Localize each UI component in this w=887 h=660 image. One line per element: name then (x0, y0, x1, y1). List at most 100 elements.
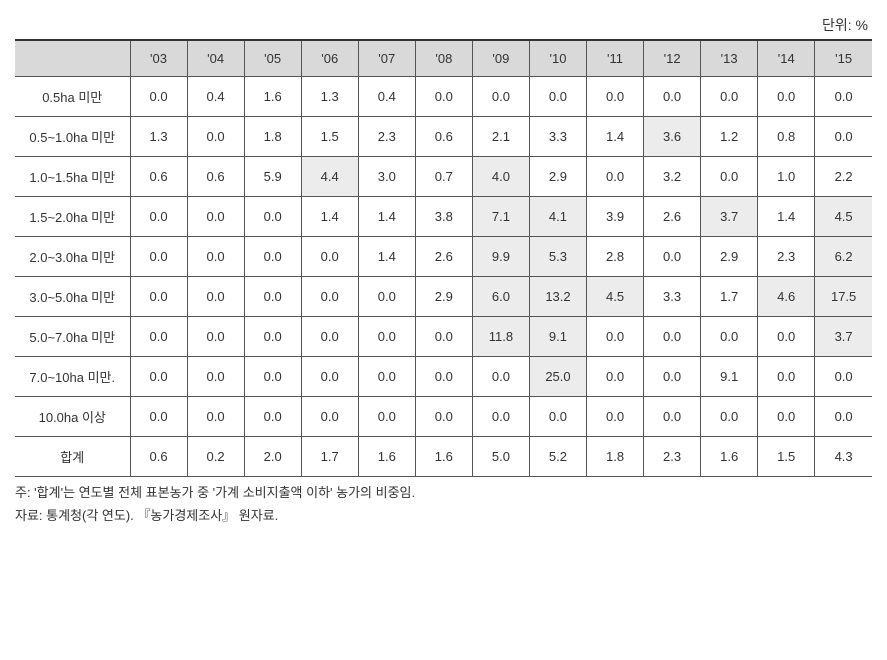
cell: 0.6 (187, 157, 244, 197)
table-row: 1.0~1.5ha 미만0.60.65.94.43.00.74.02.90.03… (15, 157, 872, 197)
cell: 3.6 (644, 117, 701, 157)
cell: 0.0 (815, 397, 872, 437)
cell: 0.4 (187, 77, 244, 117)
cell: 2.2 (815, 157, 872, 197)
cell: 1.4 (358, 237, 415, 277)
cell: 0.0 (244, 277, 301, 317)
cell: 0.0 (130, 237, 187, 277)
cell: 0.0 (187, 197, 244, 237)
cell: 0.0 (187, 117, 244, 157)
header-col-07: '07 (358, 40, 415, 77)
cell: 0.0 (187, 277, 244, 317)
cell: 1.2 (701, 117, 758, 157)
cell: 25.0 (529, 357, 586, 397)
cell: 0.0 (472, 397, 529, 437)
cell: 0.0 (301, 317, 358, 357)
cell: 0.0 (758, 317, 815, 357)
row-label: 1.5~2.0ha 미만 (15, 197, 130, 237)
cell: 9.1 (701, 357, 758, 397)
cell: 3.3 (644, 277, 701, 317)
header-col-06: '06 (301, 40, 358, 77)
cell: 0.0 (415, 397, 472, 437)
cell: 1.6 (358, 437, 415, 477)
cell: 1.8 (244, 117, 301, 157)
cell: 0.0 (244, 357, 301, 397)
cell: 0.0 (130, 397, 187, 437)
cell: 3.0 (358, 157, 415, 197)
header-col-13: '13 (701, 40, 758, 77)
cell: 0.2 (187, 437, 244, 477)
cell: 0.0 (130, 197, 187, 237)
cell: 5.9 (244, 157, 301, 197)
cell: 6.0 (472, 277, 529, 317)
table-row: 0.5ha 미만0.00.41.61.30.40.00.00.00.00.00.… (15, 77, 872, 117)
cell: 0.0 (587, 397, 644, 437)
cell: 0.0 (815, 357, 872, 397)
table-row: 5.0~7.0ha 미만0.00.00.00.00.00.011.89.10.0… (15, 317, 872, 357)
cell: 3.8 (415, 197, 472, 237)
header-col-08: '08 (415, 40, 472, 77)
cell: 3.3 (529, 117, 586, 157)
cell: 2.9 (701, 237, 758, 277)
header-row: '03 '04 '05 '06 '07 '08 '09 '10 '11 '12 … (15, 40, 872, 77)
cell: 2.8 (587, 237, 644, 277)
cell: 3.7 (815, 317, 872, 357)
cell: 1.6 (701, 437, 758, 477)
header-col-05: '05 (244, 40, 301, 77)
header-col-15: '15 (815, 40, 872, 77)
cell: 0.0 (415, 317, 472, 357)
cell: 0.6 (415, 117, 472, 157)
cell: 1.5 (301, 117, 358, 157)
cell: 2.1 (472, 117, 529, 157)
cell: 1.7 (701, 277, 758, 317)
cell: 7.1 (472, 197, 529, 237)
table-row: 10.0ha 이상0.00.00.00.00.00.00.00.00.00.00… (15, 397, 872, 437)
header-col-14: '14 (758, 40, 815, 77)
table-row: 1.5~2.0ha 미만0.00.00.01.41.43.87.14.13.92… (15, 197, 872, 237)
cell: 0.0 (644, 237, 701, 277)
unit-label: 단위: % (15, 15, 872, 35)
cell: 0.0 (472, 77, 529, 117)
cell: 0.0 (358, 277, 415, 317)
cell: 0.0 (415, 357, 472, 397)
cell: 5.2 (529, 437, 586, 477)
cell: 0.0 (701, 77, 758, 117)
cell: 0.0 (472, 357, 529, 397)
cell: 1.4 (587, 117, 644, 157)
cell: 1.3 (301, 77, 358, 117)
cell: 0.0 (587, 357, 644, 397)
cell: 0.0 (187, 237, 244, 277)
cell: 0.6 (130, 437, 187, 477)
cell: 6.2 (815, 237, 872, 277)
cell: 4.5 (815, 197, 872, 237)
header-col-09: '09 (472, 40, 529, 77)
cell: 0.0 (301, 277, 358, 317)
cell: 0.0 (758, 397, 815, 437)
cell: 1.0 (758, 157, 815, 197)
cell: 4.6 (758, 277, 815, 317)
cell: 0.0 (587, 77, 644, 117)
cell: 2.9 (415, 277, 472, 317)
cell: 0.0 (130, 77, 187, 117)
cell: 1.5 (758, 437, 815, 477)
cell: 2.0 (244, 437, 301, 477)
header-col-03: '03 (130, 40, 187, 77)
table-row: 7.0~10ha 미만.0.00.00.00.00.00.00.025.00.0… (15, 357, 872, 397)
cell: 4.0 (472, 157, 529, 197)
cell: 0.4 (358, 77, 415, 117)
cell: 0.0 (644, 357, 701, 397)
cell: 0.0 (130, 357, 187, 397)
cell: 1.4 (358, 197, 415, 237)
cell: 2.6 (415, 237, 472, 277)
cell: 0.0 (644, 77, 701, 117)
cell: 0.0 (358, 317, 415, 357)
cell: 3.7 (701, 197, 758, 237)
cell: 0.0 (187, 397, 244, 437)
cell: 3.2 (644, 157, 701, 197)
cell: 0.0 (358, 397, 415, 437)
table-row: 0.5~1.0ha 미만1.30.01.81.52.30.62.13.31.43… (15, 117, 872, 157)
cell: 0.0 (701, 157, 758, 197)
table-row: 합계0.60.22.01.71.61.65.05.21.82.31.61.54.… (15, 437, 872, 477)
table-container: 단위: % '03 '04 '05 '06 '07 '08 '09 '10 '1… (15, 15, 872, 527)
cell: 0.0 (529, 77, 586, 117)
